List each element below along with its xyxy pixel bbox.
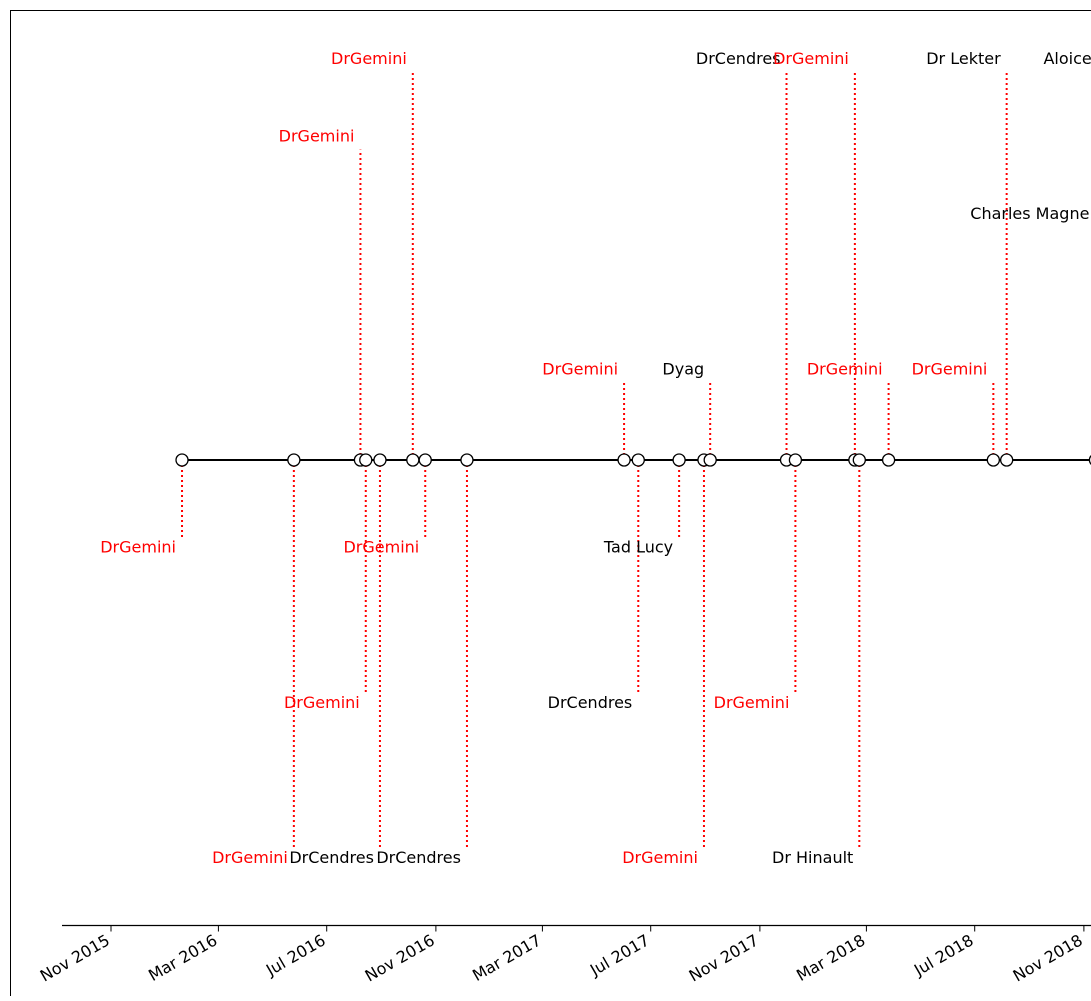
event-marker [618,454,630,466]
event-label: DrGemini [912,359,988,378]
event-label: Dr Hinault [772,848,853,867]
event-marker [853,454,865,466]
event-label: DrCendres [696,49,781,68]
event-marker [419,454,431,466]
event-label: Tad Lucy [603,538,673,557]
event-marker [360,454,372,466]
event-label: DrGemini [542,359,618,378]
event-marker [176,454,188,466]
event-marker [789,454,801,466]
plot-frame [11,11,1091,997]
event-marker [883,454,895,466]
event-label: Dyag [662,359,704,378]
event-label: DrGemini [331,49,407,68]
event-label: DrGemini [773,49,849,68]
event-marker [1001,454,1013,466]
event-label: DrCendres [289,848,374,867]
event-label: DrGemini [622,848,698,867]
event-marker [673,454,685,466]
event-marker [987,454,999,466]
event-label: DrGemini [343,538,419,557]
event-label: Charles Magne [970,204,1089,223]
event-label: DrGemini [714,693,790,712]
event-marker [632,454,644,466]
event-marker [704,454,716,466]
event-label: DrCendres [376,848,461,867]
event-marker [288,454,300,466]
event-label: DrGemini [212,848,288,867]
event-marker [461,454,473,466]
event-label: Aloices [1043,49,1091,68]
event-marker [374,454,386,466]
event-label: DrGemini [284,693,360,712]
event-label: Dr Lekter [926,49,1001,68]
event-label: DrGemini [279,127,355,146]
event-label: DrCendres [548,693,633,712]
event-marker [407,454,419,466]
event-label: DrGemini [807,359,883,378]
event-label: DrGemini [100,538,176,557]
